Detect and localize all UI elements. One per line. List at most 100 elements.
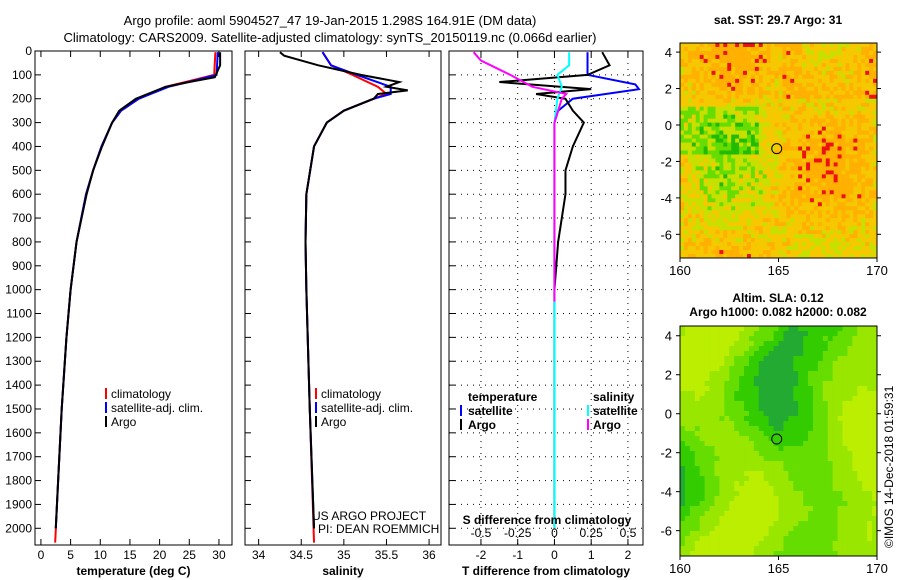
map-cell [758, 106, 764, 112]
map-cell [729, 421, 735, 427]
map-cell [810, 206, 815, 211]
map-cell [691, 94, 697, 100]
map-cell [703, 114, 709, 120]
map-cell [704, 326, 711, 332]
map-cell [762, 50, 768, 56]
map-cell [833, 50, 839, 56]
map-cell [857, 138, 862, 144]
map-cell [806, 154, 811, 159]
map-cell [827, 391, 834, 397]
map-cell [746, 150, 752, 155]
map-cell [853, 198, 858, 203]
map-cell [810, 106, 815, 112]
map-cell [869, 238, 874, 243]
map-cell [810, 46, 815, 52]
map-cell [849, 198, 854, 203]
map-cell [689, 341, 696, 347]
map-cell [750, 138, 756, 144]
map-cell [727, 214, 732, 219]
map-cell [727, 158, 732, 163]
map-cell [715, 194, 720, 199]
map-cell [739, 511, 745, 517]
map-cell [773, 351, 779, 357]
map-cell [770, 118, 776, 124]
y-tick-label: 1900 [5, 497, 32, 511]
map-cell [873, 86, 878, 92]
map-cell [768, 526, 775, 532]
map-cell [715, 54, 720, 60]
map-cell [750, 198, 756, 203]
map-cell [778, 78, 783, 84]
map-cell [845, 74, 850, 80]
map-cell [778, 158, 783, 163]
map-cell [867, 416, 873, 422]
credit-label: ©IMOS 14-Dec-2018 01:59:31 [882, 385, 896, 548]
map-cell [687, 86, 693, 92]
map-cell [731, 166, 736, 171]
map-cell [852, 371, 858, 377]
map-cell [842, 546, 848, 552]
map-cell [837, 158, 843, 163]
map-cell [768, 536, 775, 542]
map-cell [748, 396, 755, 402]
map-cell [711, 134, 716, 140]
map-cell [758, 401, 765, 407]
map-cell [689, 496, 696, 502]
y-tick-label: -4 [660, 191, 672, 206]
map-cell [750, 246, 756, 251]
map-cell [758, 326, 765, 332]
map-cell [861, 158, 866, 163]
map-cell [719, 416, 725, 422]
map-cell [754, 94, 760, 100]
map-cell [739, 70, 744, 76]
map-cell [803, 536, 809, 542]
map-cell [849, 78, 854, 84]
map-cell [853, 166, 858, 171]
map-cell [680, 471, 686, 477]
map-cell [794, 58, 799, 64]
map-cell [774, 94, 779, 100]
map-cell [773, 451, 779, 457]
map-cell [842, 476, 848, 482]
map-cell [841, 94, 846, 100]
map-cell [680, 406, 686, 412]
map-cell [695, 226, 701, 231]
map-cell [714, 436, 720, 442]
map-cell [862, 381, 868, 387]
map-cell [680, 356, 686, 362]
map-cell [683, 230, 689, 235]
map-cell [853, 170, 858, 175]
map-cell [849, 126, 854, 132]
map-cell [758, 446, 765, 452]
map-cell [817, 366, 824, 372]
map-cell [680, 62, 685, 68]
map-cell [758, 481, 765, 487]
map-cell [680, 222, 685, 227]
map-cell [829, 94, 835, 100]
map-cell [872, 406, 878, 412]
map-cell [837, 446, 844, 452]
map-cell [793, 381, 799, 387]
map-cell [872, 456, 878, 462]
map-cell [762, 190, 768, 195]
map-cell [853, 150, 858, 155]
map-cell [803, 346, 809, 352]
map-cell [739, 86, 744, 92]
map-cell [832, 476, 839, 482]
map-cell [862, 506, 868, 512]
map-cell [754, 62, 760, 68]
map-cell [810, 154, 815, 159]
map-cell [803, 406, 809, 412]
map-cell [857, 486, 863, 492]
map-cell [735, 102, 740, 108]
map-cell [852, 341, 858, 347]
map-cell [845, 238, 850, 243]
map-cell [842, 386, 848, 392]
map-cell [739, 66, 744, 72]
map-cell [778, 226, 783, 231]
map-cell [790, 50, 795, 56]
map-cell [817, 351, 824, 357]
map-cell [719, 150, 724, 155]
map-cell [798, 250, 803, 255]
map-cell [704, 366, 711, 372]
